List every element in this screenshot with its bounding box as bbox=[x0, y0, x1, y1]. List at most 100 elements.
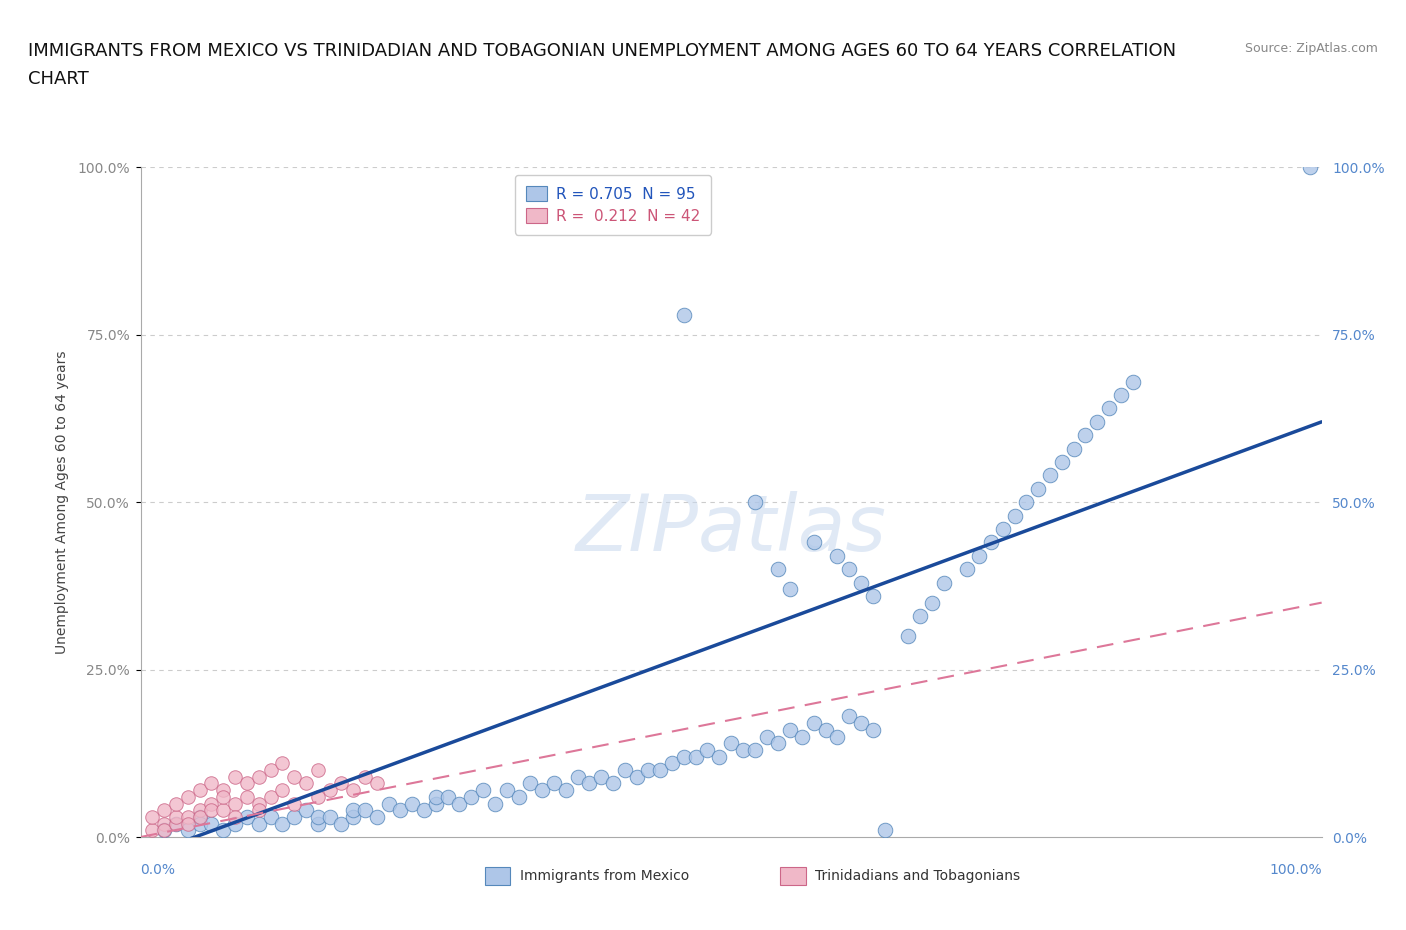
Point bbox=[768, 562, 790, 577]
Text: IMMIGRANTS FROM MEXICO VS TRINIDADIAN AND TOBAGONIAN UNEMPLOYMENT AMONG AGES 60 : IMMIGRANTS FROM MEXICO VS TRINIDADIAN AN… bbox=[28, 42, 1177, 60]
Point bbox=[330, 776, 353, 790]
Point bbox=[200, 796, 222, 811]
Point bbox=[460, 790, 482, 804]
Point bbox=[212, 823, 235, 838]
Point bbox=[814, 723, 837, 737]
Point bbox=[731, 742, 754, 757]
Point bbox=[803, 535, 825, 550]
Point bbox=[401, 796, 423, 811]
Point bbox=[436, 790, 458, 804]
Point bbox=[1085, 415, 1108, 430]
Point bbox=[153, 823, 176, 838]
Point bbox=[177, 823, 200, 838]
Point bbox=[318, 783, 340, 798]
Point bbox=[495, 783, 517, 798]
Point bbox=[342, 803, 364, 817]
Point bbox=[1063, 441, 1085, 456]
Text: Source: ZipAtlas.com: Source: ZipAtlas.com bbox=[1244, 42, 1378, 55]
Point bbox=[873, 823, 896, 838]
Text: 100.0%: 100.0% bbox=[1270, 862, 1322, 877]
Point bbox=[779, 723, 801, 737]
Point bbox=[921, 595, 943, 610]
Point bbox=[696, 742, 718, 757]
Point bbox=[188, 817, 211, 831]
Point bbox=[247, 803, 270, 817]
Point bbox=[602, 776, 624, 790]
Point bbox=[165, 817, 187, 831]
Text: Immigrants from Mexico: Immigrants from Mexico bbox=[520, 869, 689, 883]
Point bbox=[165, 817, 187, 831]
Point bbox=[637, 763, 659, 777]
Point bbox=[271, 756, 294, 771]
Point bbox=[141, 809, 163, 824]
Point bbox=[271, 817, 294, 831]
Point bbox=[567, 769, 589, 784]
Point bbox=[177, 817, 200, 831]
Point bbox=[1098, 401, 1121, 416]
Point bbox=[259, 809, 281, 824]
Point bbox=[980, 535, 1002, 550]
Point bbox=[307, 790, 329, 804]
Point bbox=[661, 756, 683, 771]
Point bbox=[908, 608, 931, 623]
Point bbox=[283, 796, 305, 811]
Point bbox=[354, 803, 377, 817]
Point bbox=[991, 522, 1014, 537]
Point bbox=[1074, 428, 1097, 443]
Point bbox=[224, 796, 246, 811]
Point bbox=[1122, 374, 1144, 389]
Y-axis label: Unemployment Among Ages 60 to 64 years: Unemployment Among Ages 60 to 64 years bbox=[55, 351, 69, 654]
Point bbox=[212, 790, 235, 804]
Point bbox=[519, 776, 541, 790]
Point bbox=[177, 809, 200, 824]
Point bbox=[153, 817, 176, 831]
Point bbox=[259, 763, 281, 777]
Point bbox=[295, 776, 318, 790]
Point bbox=[897, 629, 920, 644]
Point bbox=[472, 783, 495, 798]
Point bbox=[236, 790, 259, 804]
Point bbox=[247, 817, 270, 831]
Point bbox=[672, 750, 695, 764]
Point bbox=[744, 742, 766, 757]
Point bbox=[672, 307, 695, 322]
Point bbox=[224, 809, 246, 824]
Point bbox=[177, 790, 200, 804]
Point bbox=[236, 776, 259, 790]
Point bbox=[956, 562, 979, 577]
Point bbox=[449, 796, 471, 811]
Point bbox=[247, 796, 270, 811]
Point bbox=[224, 769, 246, 784]
Text: ZIPatlas: ZIPatlas bbox=[575, 491, 887, 567]
Point bbox=[578, 776, 600, 790]
Point bbox=[307, 817, 329, 831]
Point bbox=[1015, 495, 1038, 510]
Point bbox=[1299, 160, 1322, 175]
Point bbox=[1026, 482, 1049, 497]
Point bbox=[224, 817, 246, 831]
Point bbox=[307, 763, 329, 777]
Point bbox=[425, 796, 447, 811]
Text: CHART: CHART bbox=[28, 70, 89, 87]
Point bbox=[188, 783, 211, 798]
Point bbox=[932, 575, 955, 590]
Point bbox=[768, 736, 790, 751]
Point bbox=[838, 562, 860, 577]
Point bbox=[330, 817, 353, 831]
Point bbox=[259, 790, 281, 804]
Point bbox=[188, 809, 211, 824]
Point bbox=[141, 823, 163, 838]
Point bbox=[744, 495, 766, 510]
Point bbox=[188, 809, 211, 824]
Point bbox=[591, 769, 613, 784]
Point bbox=[165, 809, 187, 824]
Point bbox=[212, 783, 235, 798]
Point bbox=[613, 763, 636, 777]
Point bbox=[354, 769, 377, 784]
Point bbox=[366, 776, 388, 790]
Point bbox=[755, 729, 778, 744]
Point bbox=[283, 769, 305, 784]
Point bbox=[650, 763, 672, 777]
Point bbox=[685, 750, 707, 764]
Point bbox=[1050, 455, 1073, 470]
